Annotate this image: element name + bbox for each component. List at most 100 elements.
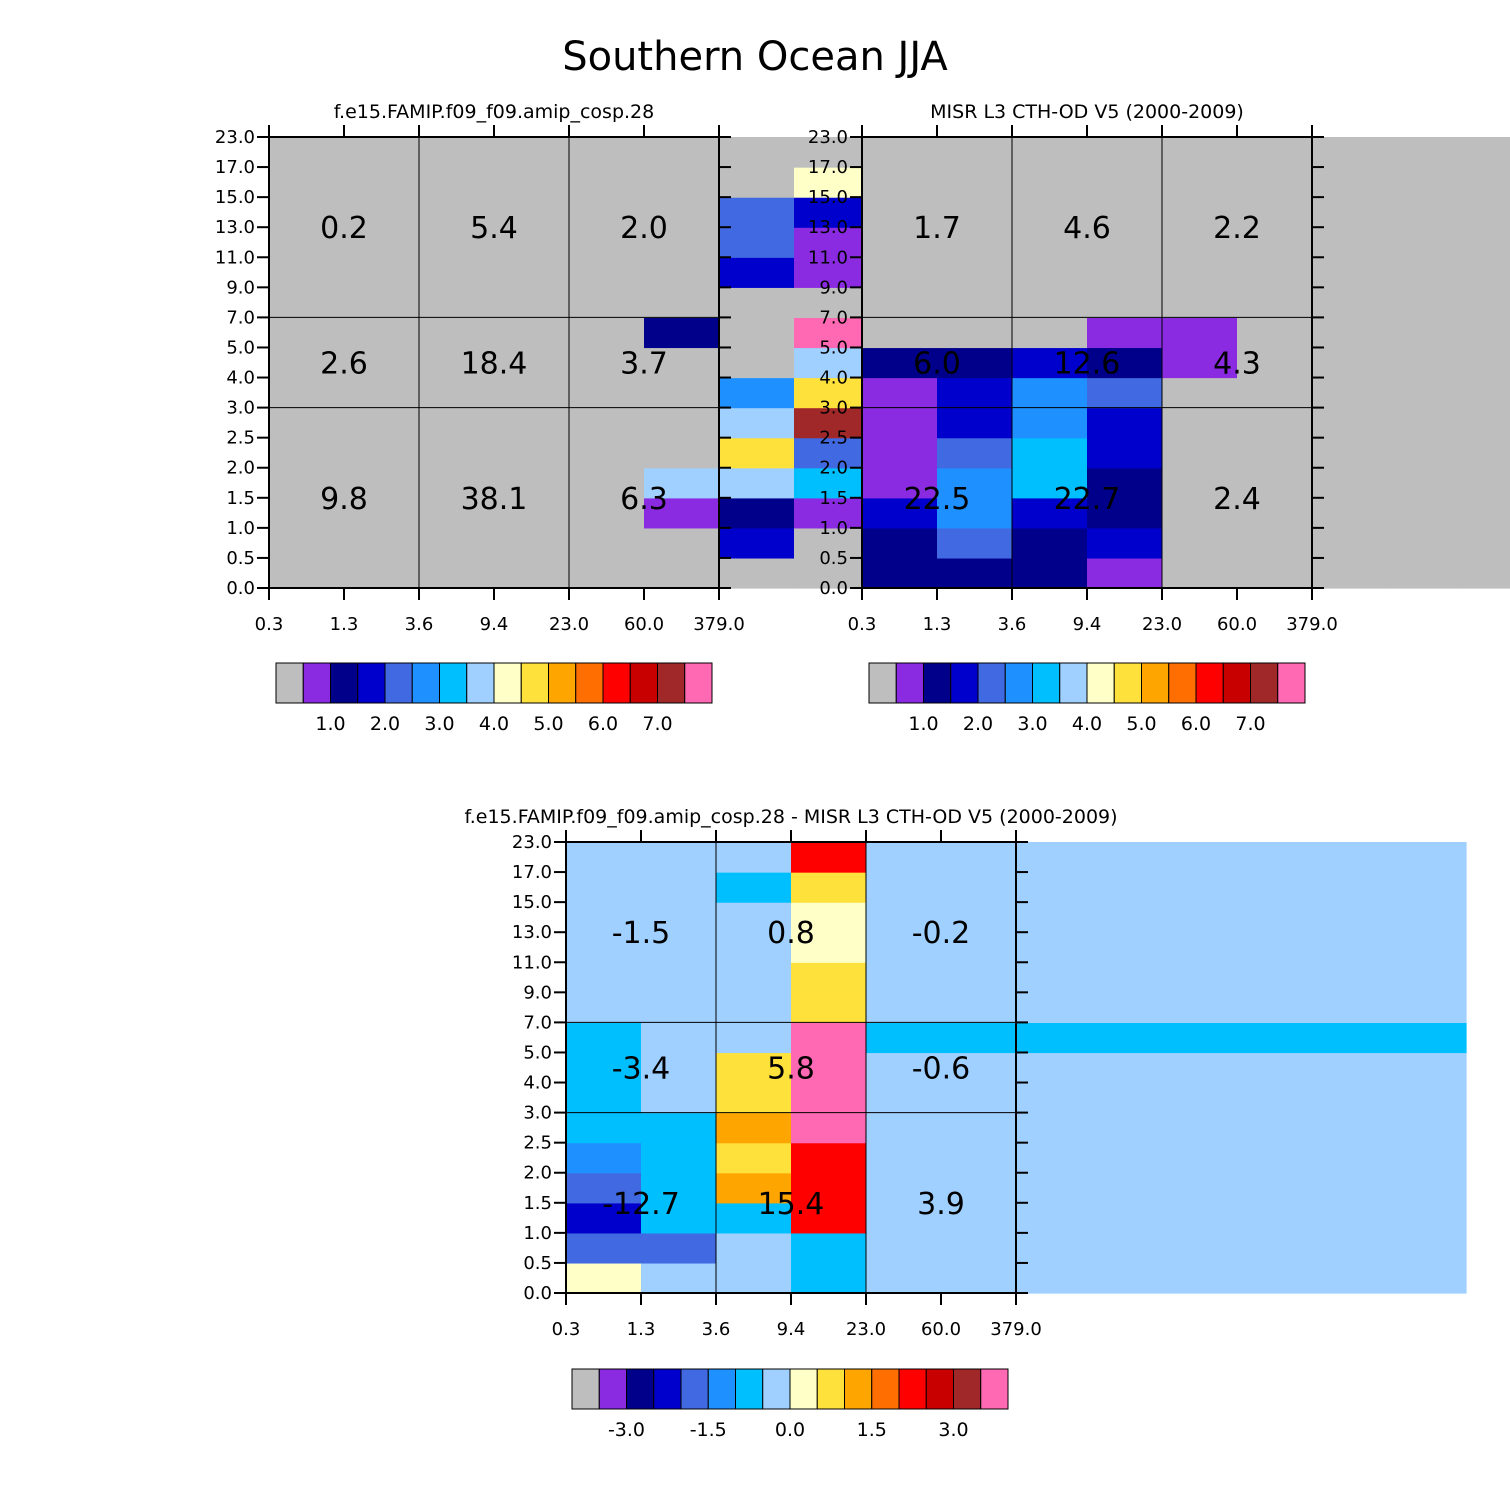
colorbar-swatch — [440, 663, 467, 703]
y-tick-label: 1.0 — [523, 1223, 552, 1244]
heatmap-cell — [494, 167, 570, 198]
y-tick-label: 4.0 — [523, 1073, 552, 1094]
region-value-label: -12.7 — [602, 1187, 680, 1222]
heatmap-panel-3: f.e15.FAMIP.f09_f09.amip_cosp.28 - MISR … — [464, 806, 1466, 1441]
heatmap-cell — [344, 408, 420, 439]
heatmap-cell — [1391, 872, 1467, 903]
heatmap-cell — [862, 287, 938, 318]
y-tick-label: 1.5 — [523, 1193, 552, 1214]
heatmap-cell — [937, 528, 1013, 559]
heatmap-cell — [1241, 1052, 1317, 1083]
region-value-label: -3.4 — [612, 1052, 671, 1087]
y-tick-label: 7.0 — [819, 307, 848, 328]
colorbar-swatch — [954, 1369, 981, 1409]
heatmap-cell — [1462, 197, 1510, 228]
x-tick-label: 23.0 — [1142, 614, 1182, 635]
heatmap-cell — [719, 227, 795, 258]
region-value-label: 2.6 — [320, 347, 368, 382]
region-value-label: 2.4 — [1213, 482, 1261, 517]
heatmap-cell — [862, 408, 938, 439]
x-tick-label: 0.3 — [255, 614, 284, 635]
heatmap-cell — [716, 1083, 792, 1114]
heatmap-cell — [1087, 558, 1163, 589]
x-tick-label: 1.3 — [330, 614, 359, 635]
figure: Southern Ocean JJA f.e15.FAMIP.f09_f09.a… — [0, 0, 1510, 1510]
x-tick-label: 60.0 — [624, 614, 664, 635]
heatmap-cell — [1241, 962, 1317, 993]
heatmap-cell — [1087, 378, 1163, 409]
region-value-label: 12.6 — [1054, 347, 1121, 382]
heatmap-cell — [1091, 1143, 1167, 1174]
heatmap-cell — [719, 468, 795, 499]
y-tick-label: 11.0 — [808, 247, 848, 268]
x-tick-label: 9.4 — [480, 614, 509, 635]
heatmap-cell — [862, 167, 938, 198]
heatmap-cell — [1312, 137, 1388, 168]
heatmap-cell — [719, 347, 795, 378]
region-value-label: 4.6 — [1063, 211, 1111, 246]
heatmap-cell — [1391, 1203, 1467, 1234]
y-tick-label: 9.0 — [819, 277, 848, 298]
heatmap-cell — [1087, 257, 1163, 288]
heatmap-cell — [419, 378, 495, 409]
heatmap-cell — [494, 378, 570, 409]
heatmap-cell — [1091, 932, 1167, 963]
y-tick-label: 5.0 — [523, 1042, 552, 1063]
heatmap-cell — [1162, 438, 1238, 469]
heatmap-cell — [1087, 528, 1163, 559]
heatmap-cell — [1166, 1203, 1242, 1234]
y-tick-label: 23.0 — [808, 127, 848, 148]
heatmap-cell — [862, 257, 938, 288]
colorbar-label: -1.5 — [690, 1419, 727, 1441]
x-tick-label: 60.0 — [1217, 614, 1257, 635]
heatmap-cell — [791, 872, 867, 903]
colorbar-swatch — [467, 663, 494, 703]
region-value-label: -0.2 — [912, 916, 971, 951]
region-value-label: 6.0 — [913, 347, 961, 382]
heatmap-cell — [641, 962, 717, 993]
heatmap-cell — [866, 1113, 942, 1144]
heatmap-cell — [1162, 317, 1238, 348]
x-tick-label: 0.3 — [848, 614, 877, 635]
heatmap-cell — [1387, 468, 1463, 499]
heatmap-cell — [1241, 842, 1317, 873]
heatmap-cell — [791, 1083, 867, 1114]
heatmap-cell — [1237, 438, 1313, 469]
heatmap-cell — [1462, 287, 1510, 318]
heatmap-cell — [862, 438, 938, 469]
heatmap-cell — [1087, 317, 1163, 348]
heatmap-cell — [719, 317, 795, 348]
panel-title: MISR L3 CTH-OD V5 (2000-2009) — [930, 101, 1244, 123]
colorbar-swatch — [708, 1369, 735, 1409]
heatmap-cell — [1391, 842, 1467, 873]
colorbar-label: 6.0 — [1181, 713, 1211, 735]
heatmap-cell — [419, 167, 495, 198]
colorbar-swatch — [1005, 663, 1032, 703]
y-tick-label: 3.0 — [523, 1103, 552, 1124]
heatmap-cell — [494, 137, 570, 168]
heatmap-cell — [494, 257, 570, 288]
y-tick-label: 15.0 — [215, 187, 255, 208]
heatmap-cell — [1012, 558, 1088, 589]
heatmap-cell — [791, 962, 867, 993]
y-tick-label: 1.0 — [226, 518, 255, 539]
heatmap-cell — [1012, 438, 1088, 469]
heatmap-cell — [1312, 528, 1388, 559]
x-tick-label: 379.0 — [1286, 614, 1338, 635]
heatmap-cell — [569, 167, 645, 198]
y-tick-label: 17.0 — [512, 862, 552, 883]
y-tick-label: 2.0 — [226, 458, 255, 479]
heatmap-cell — [1091, 1263, 1167, 1294]
heatmap-cell — [862, 317, 938, 348]
colorbar-swatch — [630, 663, 657, 703]
heatmap-cell — [344, 137, 420, 168]
region-value-label: 22.5 — [904, 482, 971, 517]
heatmap-cell — [716, 1233, 792, 1264]
heatmap-cell — [269, 408, 345, 439]
heatmap-cell — [941, 1263, 1017, 1294]
heatmap-cell — [344, 438, 420, 469]
heatmap-cell — [866, 872, 942, 903]
heatmap-cell — [866, 1022, 942, 1053]
heatmap-cell — [641, 1263, 717, 1294]
colorbar-swatch — [654, 1369, 681, 1409]
